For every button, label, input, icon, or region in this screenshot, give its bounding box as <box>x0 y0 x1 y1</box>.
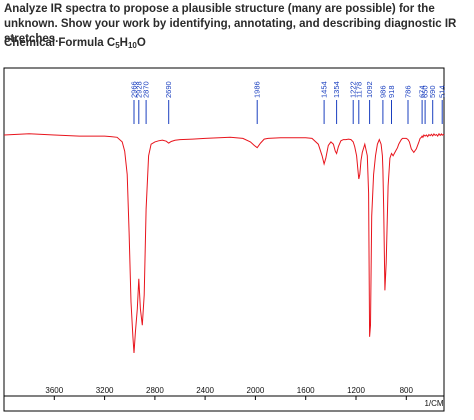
peak-label-986: 986 <box>378 85 387 98</box>
peak-label-2870: 2870 <box>142 81 151 98</box>
peak-label-2690: 2690 <box>164 81 173 98</box>
spectrum-trace-group <box>3 132 445 354</box>
peak-label-1354: 1354 <box>332 81 341 98</box>
x-tick-label-2800: 2800 <box>146 386 164 395</box>
chemical-formula: Chemical Formula C5H10O <box>4 37 146 50</box>
x-axis-unit: 1/CM <box>424 399 443 408</box>
question-prompt: Analyze IR spectra to propose a plausibl… <box>4 3 457 45</box>
peak-label-2966: 2966 <box>130 81 139 98</box>
peak-label-918: 918 <box>387 85 396 98</box>
x-tick-label-1600: 1600 <box>297 386 315 395</box>
x-tick-label-2400: 2400 <box>196 386 214 395</box>
peak-label-1092: 1092 <box>365 81 374 98</box>
peak-label-1986: 1986 <box>253 81 262 98</box>
peak-label-1178: 1178 <box>354 82 363 98</box>
spectrum-trace-0 <box>3 132 445 354</box>
peak-label-2928: 2928 <box>134 81 143 98</box>
formula-c-subscript: 5 <box>115 41 120 50</box>
peak-label-590: 590 <box>428 85 437 98</box>
peak-label-786: 786 <box>404 85 413 98</box>
plot-frame <box>3 67 445 412</box>
formula-h: H <box>119 37 128 49</box>
formula-h-subscript: 10 <box>127 41 137 50</box>
x-tick-label-800: 800 <box>400 386 414 395</box>
peak-label-674: 674 <box>418 85 427 98</box>
peak-label-514: 514 <box>438 85 447 98</box>
formula-o: O <box>136 37 146 49</box>
peak-label-1454: 1454 <box>320 81 329 98</box>
x-axis: 3600 3200 2800 2400 2000 1600 1200 800 <box>4 386 444 400</box>
x-tick-label-1200: 1200 <box>347 386 365 395</box>
x-tick-label-3600: 3600 <box>45 386 63 395</box>
formula-label: Chemical Formula C <box>4 37 116 49</box>
peak-label-650: 650 <box>421 85 430 98</box>
peak-label-1222: 1222 <box>349 81 358 98</box>
x-tick-label-3200: 3200 <box>96 386 114 395</box>
x-tick-label-2000: 2000 <box>247 386 265 395</box>
